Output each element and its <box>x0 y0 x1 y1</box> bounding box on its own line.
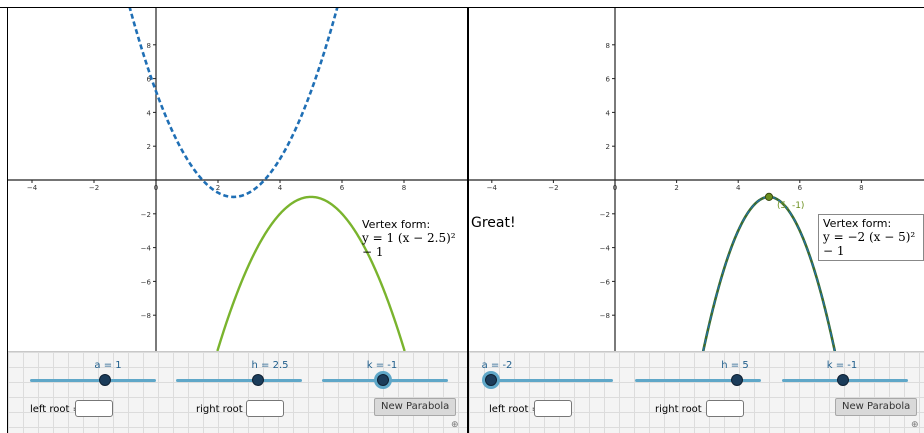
y-tick-label: −4 <box>600 245 611 253</box>
right-slider-a-track[interactable] <box>487 379 613 382</box>
y-tick-label: 2 <box>606 143 610 151</box>
x-tick-label: 0 <box>154 184 158 192</box>
y-tick-label: −2 <box>141 211 151 219</box>
x-tick-label: 6 <box>340 184 345 192</box>
right-slider-h-handle[interactable] <box>731 374 743 386</box>
right-graph-panel: −4 −2 0 2 4 6 8 8 6 4 2 −2 −4 −6 −8 (5, -1) Great! Vert… <box>469 8 924 433</box>
y-tick-label: 4 <box>606 109 611 117</box>
vertex-point-label: (5, -1) <box>777 201 804 211</box>
right-slider-h[interactable]: h = 5 <box>635 360 761 386</box>
right-panel-right-root-input[interactable] <box>706 400 744 417</box>
left-slider-h-handle[interactable] <box>252 374 264 386</box>
left-graph-canvas[interactable]: −4 −2 0 2 4 6 8 8 6 4 2 −2 −4 −6 −8 <box>8 8 467 351</box>
y-tick-label: 6 <box>606 76 611 84</box>
right-panel-resize-handle-icon[interactable]: ⊕ <box>911 420 919 430</box>
left-slider-a-label: a = 1 <box>94 360 122 371</box>
x-tick-label: 4 <box>278 184 283 192</box>
right-slider-a-label: a = -2 <box>481 360 513 371</box>
left-slider-h-track[interactable] <box>176 379 302 382</box>
great-feedback: Great! <box>471 215 516 231</box>
right-panel-left-root-input[interactable] <box>534 400 572 417</box>
left-controls: a = 1 h = 2.5 k = -1 left root = right r… <box>8 351 467 433</box>
center-divider <box>467 7 469 433</box>
y-tick-label: 4 <box>147 109 152 117</box>
right-panel-new-parabola-button[interactable]: New Parabola <box>835 398 918 416</box>
left-slider-k[interactable]: k = -1 <box>322 360 448 386</box>
y-tick-label: −4 <box>141 245 152 253</box>
new-parabola-button[interactable]: New Parabola <box>374 398 457 416</box>
y-tick-label: −2 <box>600 211 610 219</box>
x-tick-label: 2 <box>216 184 220 192</box>
target-parabola-dashed <box>702 196 836 351</box>
top-border <box>0 7 924 8</box>
right-root-input[interactable] <box>246 400 284 417</box>
right-graph-canvas[interactable]: −4 −2 0 2 4 6 8 8 6 4 2 −2 −4 −6 −8 (5, -1) <box>469 8 924 351</box>
right-panel-right-root-label: right root = <box>655 404 714 415</box>
right-vertex-form-label: Vertex form: y = −2 (x − 5)² − 1 <box>818 214 924 261</box>
target-parabola-dashed <box>128 8 339 199</box>
right-slider-a-handle[interactable] <box>485 374 497 386</box>
left-vertex-form-label: Vertex form: y = 1 (x − 2.5)² − 1 <box>362 218 467 259</box>
right-slider-h-track[interactable] <box>635 379 761 382</box>
x-tick-label: 6 <box>798 184 803 192</box>
left-graph-panel: −4 −2 0 2 4 6 8 8 6 4 2 −2 −4 −6 −8 Vertex form: y = 1… <box>8 8 467 433</box>
y-tick-label: 8 <box>147 42 151 50</box>
y-tick-label: −8 <box>141 312 151 320</box>
x-tick-label: 4 <box>736 184 741 192</box>
resize-handle-icon[interactable]: ⊕ <box>451 420 459 430</box>
x-tick-label: 8 <box>402 184 406 192</box>
right-slider-k[interactable]: k = -1 <box>782 360 908 386</box>
left-slider-k-label: k = -1 <box>366 360 398 371</box>
left-border <box>7 7 8 433</box>
y-tick-label: −8 <box>600 312 610 320</box>
right-slider-k-handle[interactable] <box>837 374 849 386</box>
y-tick-label: 8 <box>606 42 610 50</box>
y-tick-label: −6 <box>600 278 611 286</box>
x-tick-label: 0 <box>613 184 617 192</box>
left-slider-h-label: h = 2.5 <box>251 360 289 371</box>
left-slider-k-handle[interactable] <box>377 374 389 386</box>
left-vertex-form-title: Vertex form: <box>362 218 431 231</box>
y-tick-label: 2 <box>147 143 151 151</box>
y-tick-label: 6 <box>147 76 152 84</box>
left-root-label: left root = <box>30 404 81 415</box>
right-controls: a = -2 h = 5 k = -1 left root = right ro… <box>469 351 924 433</box>
right-root-label: right root = <box>196 404 255 415</box>
left-root-input[interactable] <box>75 400 113 417</box>
right-slider-h-label: h = 5 <box>721 360 749 371</box>
x-tick-label: −2 <box>89 184 99 192</box>
x-tick-label: −4 <box>27 184 38 192</box>
right-vertex-form-equation: y = −2 (x − 5)² − 1 <box>823 230 916 258</box>
right-slider-a[interactable]: a = -2 <box>482 360 613 386</box>
x-tick-label: 2 <box>674 184 678 192</box>
x-tick-label: −2 <box>548 184 558 192</box>
left-slider-a-handle[interactable] <box>99 374 111 386</box>
y-tick-label: −6 <box>141 278 152 286</box>
vertex-point <box>764 192 774 201</box>
right-slider-k-label: k = -1 <box>826 360 858 371</box>
left-slider-a[interactable]: a = 1 <box>30 360 156 386</box>
right-vertex-form-title: Vertex form: <box>823 217 892 230</box>
x-tick-label: 8 <box>859 184 863 192</box>
right-panel-left-root-label: left root = <box>489 404 540 415</box>
left-vertex-form-equation: y = 1 (x − 2.5)² − 1 <box>362 231 456 259</box>
left-slider-a-track[interactable] <box>30 379 156 382</box>
left-slider-h[interactable]: h = 2.5 <box>176 360 302 386</box>
x-tick-label: −4 <box>487 184 498 192</box>
student-parabola <box>216 195 406 351</box>
